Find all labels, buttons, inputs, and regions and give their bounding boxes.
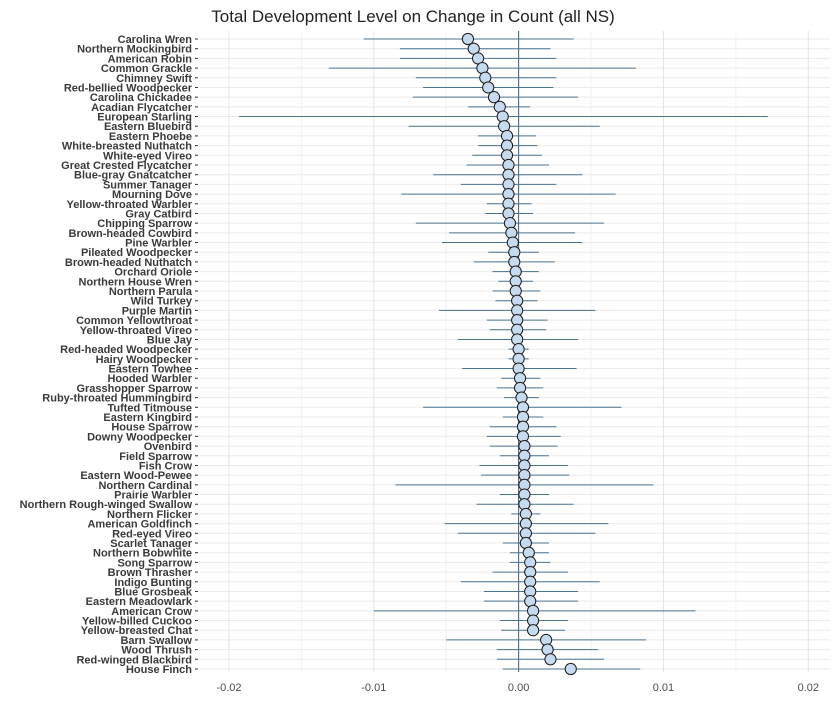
y-tick-label: Blue Jay — [147, 334, 193, 346]
y-tick-label: American Crow — [111, 606, 192, 618]
y-tick-label: Brown Thrasher — [108, 567, 193, 579]
y-tick-label: Song Sparrow — [117, 557, 192, 569]
y-tick-label: White-eyed Vireo — [103, 150, 192, 162]
estimate-point — [487, 91, 501, 104]
y-tick-label: Common Yellowthroat — [76, 315, 192, 327]
y-tick-label: American Goldfinch — [87, 519, 192, 531]
x-tick-label: 0.01 — [653, 682, 674, 694]
y-tick-label: Red-bellied Woodpecker — [64, 82, 193, 94]
y-tick-label: Ovenbird — [144, 441, 192, 453]
y-tick-label: White-breasted Nuthatch — [62, 141, 192, 153]
x-tick-label: 0.00 — [508, 682, 529, 694]
estimate-point — [461, 32, 475, 46]
y-tick-label: House Finch — [126, 664, 192, 676]
y-tick-label: Brown-headed Nuthatch — [65, 257, 192, 269]
y-tick-label: Northern Mockingbird — [77, 44, 192, 56]
y-tick-label: Yellow-throated Vireo — [80, 325, 193, 337]
y-tick-label: Scarlet Tanager — [110, 538, 192, 550]
y-tick-label: Eastern Phoebe — [109, 131, 192, 143]
y-tick-label: Yellow-breasted Chat — [81, 625, 193, 637]
y-tick-label: Pileated Woodpecker — [81, 247, 193, 259]
y-tick-label: Red-headed Woodpecker — [60, 344, 193, 356]
y-tick-label: Hairy Woodpecker — [96, 354, 193, 366]
y-tick-label: Field Sparrow — [119, 451, 192, 463]
y-tick-label: Mourning Dove — [112, 189, 192, 201]
y-tick-label: American Robin — [108, 53, 193, 65]
y-tick-label: Yellow-billed Cuckoo — [82, 616, 192, 628]
x-tick-label: -0.01 — [361, 682, 386, 694]
y-tick-label: Northern Cardinal — [98, 480, 192, 492]
y-tick-label: European Starling — [97, 112, 192, 124]
y-tick-label: Tufted Titmouse — [107, 402, 192, 414]
y-tick-label: Great Crested Flycatcher — [61, 160, 193, 172]
y-tick-label: Summer Tanager — [103, 179, 193, 191]
y-tick-label: Hooded Warbler — [107, 373, 192, 385]
x-tick-label: -0.02 — [216, 682, 241, 694]
estimate-point — [527, 624, 540, 637]
y-tick-label: Brown-headed Cowbird — [69, 228, 192, 240]
y-tick-label: Eastern Wood-Pewee — [80, 470, 192, 482]
y-tick-label: Eastern Kingbird — [103, 412, 192, 424]
y-tick-label: Barn Swallow — [120, 635, 192, 647]
y-tick-label: Red-winged Blackbird — [76, 654, 192, 666]
y-tick-label: Yellow-throated Warbler — [66, 199, 192, 211]
estimate-point — [482, 81, 495, 94]
estimate-points — [461, 32, 577, 676]
y-tick-label: Wood Thrush — [121, 645, 192, 657]
y-tick-label: Blue Grosbeak — [114, 586, 193, 598]
y-tick-label: Common Grackle — [101, 63, 192, 75]
y-tick-label: Blue-gray Gnatcatcher — [74, 170, 193, 182]
y-tick-label: Prairie Warbler — [114, 490, 193, 502]
chart-title: Total Development Level on Change in Cou… — [211, 7, 615, 26]
y-tick-label: Northern House Wren — [79, 276, 193, 288]
y-tick-label: Eastern Towhee — [108, 364, 192, 376]
estimate-point — [544, 653, 557, 666]
y-tick-label: Ruby-throated Hummingbird — [42, 393, 192, 405]
y-tick-label: Grasshopper Sparrow — [76, 383, 192, 395]
x-tick-label: 0.02 — [798, 682, 819, 694]
y-tick-label: Acadian Flycatcher — [91, 102, 193, 114]
y-tick-label: Northern Bobwhite — [93, 548, 192, 560]
y-tick-label: Chimney Swift — [116, 73, 192, 85]
y-tick-label: Pine Warbler — [125, 238, 193, 250]
y-tick-label: Red-eyed Vireo — [112, 528, 192, 540]
y-tick-label: House Sparrow — [111, 422, 192, 434]
y-tick-label: Northern Flicker — [107, 509, 193, 521]
y-tick-label: Purple Martin — [122, 305, 193, 317]
y-tick-label: Eastern Bluebird — [104, 121, 192, 133]
y-tick-label: Wild Turkey — [131, 296, 193, 308]
y-tick-label: Orchard Oriole — [114, 267, 192, 279]
x-axis-labels: -0.02 -0.01 0.00 0.01 0.02 — [216, 682, 819, 694]
y-tick-label: Downy Woodpecker — [87, 431, 193, 443]
y-tick-label: Gray Catbird — [125, 208, 192, 220]
estimate-point — [564, 662, 577, 676]
y-tick-label: Carolina Wren — [118, 34, 193, 46]
y-tick-label: Fish Crow — [139, 460, 193, 472]
y-tick-label: Chipping Sparrow — [97, 218, 192, 230]
y-tick-label: Eastern Meadowlark — [86, 596, 193, 608]
y-tick-label: Indigo Bunting — [114, 577, 192, 589]
y-tick-label: Carolina Chickadee — [90, 92, 192, 104]
y-tick-label: Northern Parula — [109, 286, 193, 298]
y-tick-label: Northern Rough-winged Swallow — [20, 499, 193, 511]
